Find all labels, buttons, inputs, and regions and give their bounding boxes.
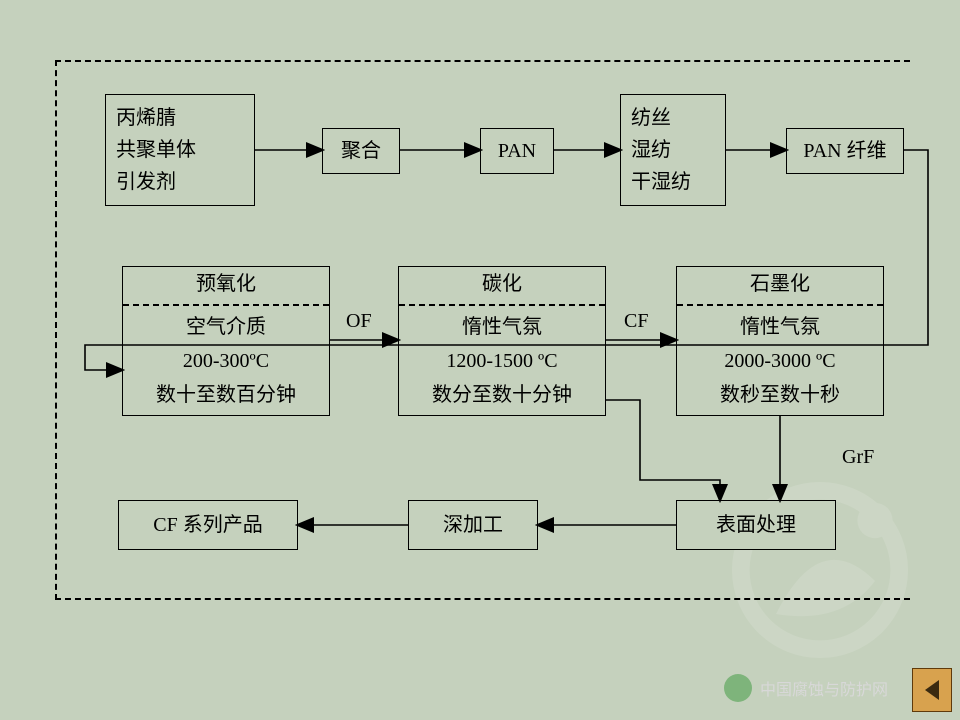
node-spinning: 纺丝 湿纺 干湿纺 <box>620 94 726 206</box>
title: 预氧化 <box>123 264 329 306</box>
node-polymerize: 聚合 <box>322 128 400 174</box>
text: 惰性气氛 <box>677 310 883 344</box>
text: PAN 纤维 <box>803 135 886 167</box>
watermark-text: 中国腐蚀与防护网 <box>760 676 888 700</box>
text: 数分至数十分钟 <box>399 378 605 412</box>
node-carbonization: 碳化 惰性气氛 1200-1500 ºC 数分至数十分钟 <box>398 266 606 416</box>
text: CF 系列产品 <box>153 509 262 541</box>
body: 惰性气氛 1200-1500 ºC 数分至数十分钟 <box>399 306 605 418</box>
text: 2000-3000 ºC <box>677 344 883 378</box>
wechat-icon <box>724 674 752 702</box>
text: 湿纺 <box>631 134 715 166</box>
body: 空气介质 200-300ºC 数十至数百分钟 <box>123 306 329 418</box>
node-deep-processing: 深加工 <box>408 500 538 550</box>
text: 惰性气氛 <box>399 310 605 344</box>
edge-label-cf: CF <box>624 310 648 333</box>
text: 纺丝 <box>631 102 715 134</box>
node-materials: 丙烯腈 共聚单体 引发剂 <box>105 94 255 206</box>
text: 200-300ºC <box>123 344 329 378</box>
node-pan-fiber: PAN 纤维 <box>786 128 904 174</box>
text: 干湿纺 <box>631 166 715 198</box>
text: 深加工 <box>443 509 503 541</box>
text: 数十至数百分钟 <box>123 378 329 412</box>
node-cf-series: CF 系列产品 <box>118 500 298 550</box>
prev-slide-button[interactable] <box>912 668 952 712</box>
text: 表面处理 <box>716 509 796 541</box>
text: 聚合 <box>341 135 381 167</box>
edge-label-of: OF <box>346 310 372 333</box>
text: PAN <box>498 135 536 167</box>
title: 碳化 <box>399 264 605 306</box>
body: 惰性气氛 2000-3000 ºC 数秒至数十秒 <box>677 306 883 418</box>
watermark: 中国腐蚀与防护网 <box>724 674 888 702</box>
node-graphitization: 石墨化 惰性气氛 2000-3000 ºC 数秒至数十秒 <box>676 266 884 416</box>
text: 丙烯腈 <box>116 102 244 134</box>
triangle-left-icon <box>922 678 942 702</box>
node-pan: PAN <box>480 128 554 174</box>
text: 共聚单体 <box>116 134 244 166</box>
text: 引发剂 <box>116 166 244 198</box>
node-preoxidation: 预氧化 空气介质 200-300ºC 数十至数百分钟 <box>122 266 330 416</box>
text: 1200-1500 ºC <box>399 344 605 378</box>
edge-label-grf: GrF <box>842 446 874 469</box>
node-surface-treatment: 表面处理 <box>676 500 836 550</box>
text: 空气介质 <box>123 310 329 344</box>
title: 石墨化 <box>677 264 883 306</box>
text: 数秒至数十秒 <box>677 378 883 412</box>
